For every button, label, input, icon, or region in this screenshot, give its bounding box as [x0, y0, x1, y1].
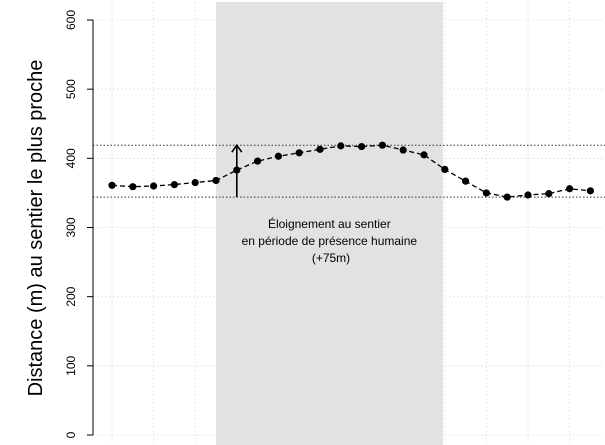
y-axis-label: Distance (m) au sentier le plus proche [25, 60, 47, 397]
data-point [566, 185, 574, 193]
data-point [586, 187, 595, 195]
data-point [129, 183, 137, 191]
data-point [503, 193, 511, 201]
data-point [420, 151, 428, 159]
difference-arrow [231, 143, 243, 198]
y-tick-label: 100 [64, 356, 78, 376]
data-point [254, 157, 262, 165]
data-point [316, 145, 324, 153]
shaded-period-band [216, 2, 443, 445]
annotation-text: Éloignement au sentier en période de pré… [242, 216, 421, 265]
y-tick-label: 600 [64, 10, 78, 30]
y-tick-label: 0 [64, 431, 78, 438]
data-point [399, 146, 407, 154]
data-point [462, 177, 470, 185]
data-point [274, 152, 282, 160]
y-tick-label: 200 [64, 286, 78, 306]
annotation-line-3: (+75m) [312, 251, 350, 265]
y-axis-ticks: 0 100 200 300 400 500 600 [64, 10, 93, 438]
data-point [524, 191, 532, 199]
data-point [378, 141, 386, 149]
data-point [191, 178, 199, 187]
reference-lines [93, 144, 605, 198]
y-tick-label: 500 [64, 79, 78, 99]
y-tick-label: 300 [64, 217, 78, 237]
data-point [482, 189, 490, 197]
annotation-line-1: Éloignement au sentier [268, 216, 391, 231]
data-point [545, 190, 553, 198]
y-tick-label: 400 [64, 148, 78, 168]
annotation-line-2: en période de présence humaine [242, 234, 418, 248]
data-point [170, 181, 178, 189]
data-point [358, 142, 366, 151]
arrow-head [231, 143, 243, 153]
data-point [295, 149, 303, 157]
series-points [108, 141, 595, 201]
data-point [212, 176, 220, 185]
data-point [337, 142, 345, 150]
data-point [108, 181, 116, 189]
data-point [150, 182, 158, 190]
data-point [441, 165, 449, 173]
